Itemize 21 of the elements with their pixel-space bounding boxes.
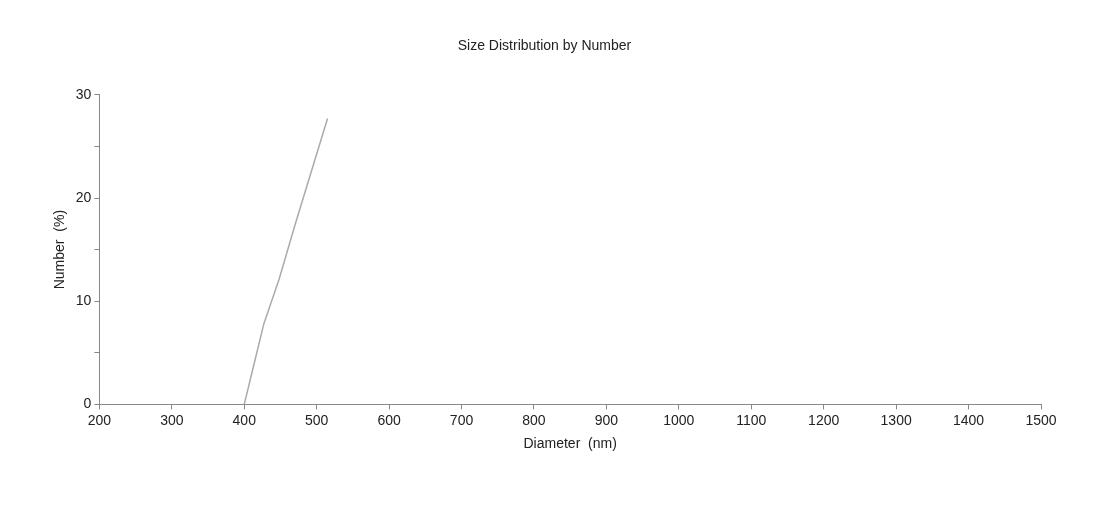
x-tick-label: 300	[160, 411, 184, 428]
chart-title: Size Distribution by Number	[457, 37, 632, 54]
x-tick-label: 800	[522, 411, 546, 428]
y-axis-title: Number (%)	[51, 209, 68, 290]
x-tick-label: 1000	[663, 411, 695, 428]
y-tick-label: 20	[75, 188, 92, 205]
x-tick-label: 1200	[808, 411, 840, 428]
x-tick-label: 900	[594, 411, 619, 428]
x-tick-label: 1100	[736, 411, 767, 428]
x-tick-label: 400	[232, 411, 257, 428]
y-tick-label: 30	[75, 85, 92, 102]
x-tick-label: 500	[304, 411, 329, 428]
x-tick-label: 700	[449, 411, 474, 428]
x-tick-label: 1300	[880, 411, 912, 428]
x-axis-title: Diameter (nm)	[523, 435, 617, 452]
x-tick-label: 600	[377, 411, 401, 428]
y-tick-label: 10	[75, 292, 92, 309]
y-tick-label: 0	[83, 395, 92, 412]
x-tick-label: 1500	[1025, 411, 1057, 428]
x-tick-label: 1400	[952, 411, 985, 428]
x-tick-label: 200	[87, 411, 112, 428]
